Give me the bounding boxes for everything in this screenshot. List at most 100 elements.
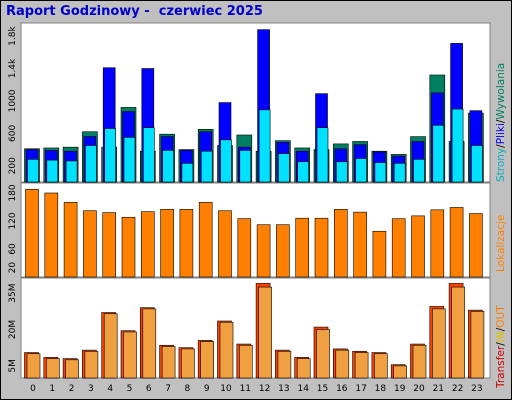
bar-transfer-out-22 <box>451 286 465 379</box>
bar-lokalizacje-3 <box>83 210 97 278</box>
bar-transfer-out-10 <box>219 321 234 379</box>
bar-wywolania-15 <box>316 127 329 183</box>
ytick-label-visits-0: 20 <box>8 262 18 274</box>
ytick-label-visits-2: 120 <box>8 212 18 229</box>
label-strony: Strony <box>495 148 507 182</box>
bar-transfer-out-18 <box>374 353 388 379</box>
bar-transfer-out-8 <box>181 348 195 379</box>
xtick-label-0: 0 <box>30 384 36 394</box>
bar-lokalizacje-19 <box>391 218 406 278</box>
ytick-label-pages-files-hits-0: 200 <box>8 157 18 174</box>
label-sep-3: / <box>495 342 507 346</box>
bar-wywolania-0 <box>27 159 39 183</box>
xtick-label-7: 7 <box>165 384 171 394</box>
label-pliki: Pliki <box>495 123 507 144</box>
bar-lokalizacje-14 <box>295 217 310 278</box>
label-wywolania: Wywolania <box>495 63 507 120</box>
bar-lokalizacje-4 <box>102 212 116 278</box>
label-sep-1: / <box>495 144 507 148</box>
bar-lokalizacje-7 <box>160 209 174 278</box>
xtick-label-16: 16 <box>336 384 348 394</box>
bar-wywolania-4 <box>104 128 116 183</box>
bar-lokalizacje-18 <box>372 230 387 278</box>
bar-wywolania-7 <box>162 150 174 183</box>
bar-transfer-out-6 <box>142 308 157 379</box>
bar-transfer-out-23 <box>470 311 485 379</box>
bar-transfer-out-9 <box>200 341 214 379</box>
bar-transfer-out-5 <box>123 331 137 379</box>
bar-lokalizacje-10 <box>218 210 232 278</box>
bar-transfer-out-21 <box>431 308 446 379</box>
xtick-label-12: 12 <box>259 384 270 394</box>
bar-lokalizacje-2 <box>63 202 78 278</box>
bar-wywolania-8 <box>181 163 194 183</box>
xtick-label-22: 22 <box>452 384 463 394</box>
bar-wywolania-20 <box>413 159 425 183</box>
label-out: OUT <box>495 305 507 328</box>
bar-transfer-out-14 <box>296 358 311 379</box>
xtick-label-14: 14 <box>297 384 309 394</box>
top-panel-label: Strony/Pliki/Wywolania <box>495 63 507 182</box>
bar-wywolania-18 <box>374 162 387 183</box>
xtick-label-10: 10 <box>220 384 232 394</box>
middle-panel-label: Lokalizacje <box>495 215 507 272</box>
xtick-label-1: 1 <box>49 384 55 394</box>
label-in: IN <box>495 331 507 342</box>
page-title: Raport Godzinowy - czerwiec 2025 <box>6 4 263 19</box>
bar-transfer-out-20 <box>412 344 427 379</box>
bar-wywolania-17 <box>355 158 367 183</box>
ytick-label-pages-files-hits-1: 600 <box>8 125 18 142</box>
xtick-label-23: 23 <box>471 384 482 394</box>
xtick-label-8: 8 <box>185 384 191 394</box>
ytick-label-visits-3: 180 <box>8 184 18 201</box>
bar-lokalizacje-8 <box>179 209 194 278</box>
bar-lokalizacje-0 <box>25 188 39 278</box>
xtick-label-9: 9 <box>204 384 210 394</box>
xtick-label-15: 15 <box>317 384 328 394</box>
bar-transfer-out-17 <box>354 352 369 379</box>
bar-transfer-out-13 <box>277 351 292 379</box>
label-transfer: Transfer <box>495 345 507 389</box>
bar-transfer-out-12 <box>258 286 272 379</box>
ytick-label-visits-1: 60 <box>8 243 18 255</box>
bar-lokalizacje-13 <box>276 224 290 278</box>
bar-transfer-out-1 <box>45 358 60 379</box>
bar-wywolania-5 <box>123 137 136 183</box>
bar-lokalizacje-16 <box>333 209 348 278</box>
bar-wywolania-22 <box>451 108 464 183</box>
xtick-label-11: 11 <box>240 384 251 394</box>
bar-transfer-out-16 <box>335 349 350 379</box>
bar-transfer-out-0 <box>26 353 41 379</box>
bar-lokalizacje-12 <box>256 224 271 278</box>
xtick-label-20: 20 <box>413 384 425 394</box>
xtick-label-6: 6 <box>146 384 152 394</box>
bar-lokalizacje-22 <box>449 207 464 278</box>
ytick-label-pages-files-hits-2: 1000 <box>8 89 18 112</box>
bar-wywolania-6 <box>143 127 155 183</box>
bar-lokalizacje-9 <box>198 202 213 278</box>
bar-transfer-out-7 <box>161 346 176 379</box>
xtick-label-5: 5 <box>127 384 133 394</box>
xtick-label-17: 17 <box>355 384 366 394</box>
bar-lokalizacje-23 <box>469 213 483 278</box>
bar-transfer-out-4 <box>103 313 118 379</box>
bar-wywolania-11 <box>239 150 252 183</box>
xtick-label-18: 18 <box>375 384 387 394</box>
bar-transfer-out-2 <box>65 359 79 379</box>
bar-wywolania-12 <box>258 109 271 183</box>
bar-lokalizacje-20 <box>411 215 425 278</box>
bar-lokalizacje-15 <box>314 217 329 278</box>
bar-transfer-out-19 <box>393 365 408 379</box>
ytick-label-transfer-0: 5M <box>8 359 18 373</box>
bar-wywolania-14 <box>297 161 310 183</box>
bar-transfer-out-11 <box>239 344 253 379</box>
xtick-label-2: 2 <box>69 384 75 394</box>
ytick-label-transfer-1: 20M <box>8 320 18 339</box>
bar-transfer-out-3 <box>84 351 99 379</box>
label-sep-4: / <box>495 327 507 331</box>
ytick-label-transfer-2: 35M <box>8 284 18 303</box>
xtick-label-3: 3 <box>88 384 94 394</box>
bar-wywolania-3 <box>85 145 97 183</box>
bar-wywolania-23 <box>471 145 483 183</box>
